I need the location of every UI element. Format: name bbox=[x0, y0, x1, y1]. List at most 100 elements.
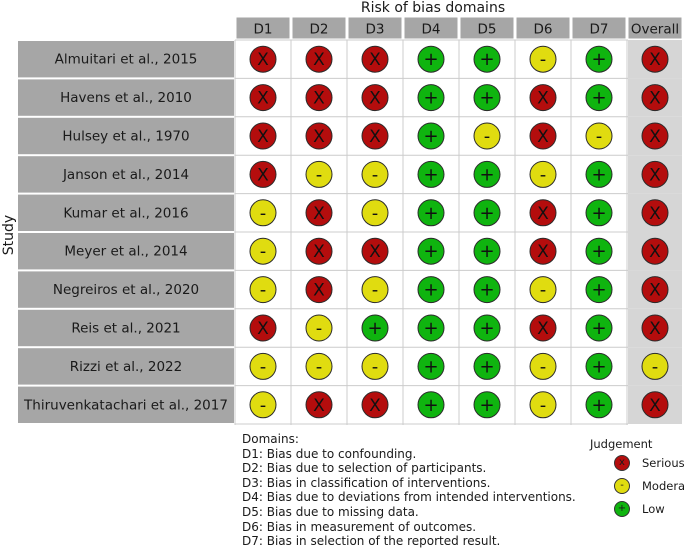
svg-text:+: + bbox=[423, 203, 438, 224]
svg-text:-: - bbox=[372, 280, 379, 301]
study-row: Thiruvenkatachari et al., 2017 - X X + + - + X bbox=[18, 385, 682, 424]
judgement-legend-serious-label: Serious bbox=[642, 456, 685, 470]
svg-text:+: + bbox=[479, 356, 494, 377]
svg-text:+: + bbox=[479, 395, 494, 416]
rating-cell-d6: - bbox=[529, 276, 557, 304]
svg-text:-: - bbox=[260, 203, 267, 224]
rating-cell-d3: X bbox=[361, 237, 389, 265]
domain-header-d6: D6 bbox=[515, 16, 571, 40]
rating-cell-d5: + bbox=[473, 84, 501, 112]
serious-x-icon: x bbox=[614, 455, 630, 471]
domains-legend-item-d6: D6: Bias in measurement of outcomes. bbox=[242, 519, 477, 534]
domain-header-d7: D7 bbox=[571, 16, 627, 40]
svg-text:+: + bbox=[423, 49, 438, 70]
svg-text:X: X bbox=[257, 165, 269, 185]
rating-cell-d5: + bbox=[473, 45, 501, 73]
svg-text:-: - bbox=[540, 49, 547, 70]
rating-cell-d4: + bbox=[417, 160, 445, 188]
svg-text:+: + bbox=[479, 280, 494, 301]
rating-cell-d4: + bbox=[417, 84, 445, 112]
svg-text:D3: D3 bbox=[366, 22, 385, 38]
svg-text:+: + bbox=[591, 318, 606, 339]
svg-text:+: + bbox=[591, 280, 606, 301]
rating-cell-d1: - bbox=[249, 391, 277, 419]
rating-cell-overall: X bbox=[641, 160, 669, 188]
rating-cell-d1: - bbox=[249, 199, 277, 227]
rating-cell-overall: X bbox=[641, 237, 669, 265]
rating-cell-d4: + bbox=[417, 314, 445, 342]
rating-cell-d6: - bbox=[529, 160, 557, 188]
svg-text:X: X bbox=[649, 242, 661, 262]
rating-cell-d7: + bbox=[585, 160, 613, 188]
svg-text:X: X bbox=[313, 281, 325, 301]
svg-text:X: X bbox=[537, 89, 549, 109]
svg-text:+: + bbox=[591, 395, 606, 416]
svg-text:X: X bbox=[369, 50, 381, 70]
svg-text:X: X bbox=[537, 127, 549, 147]
study-row: Almuitari et al., 2015 X X X + + - + X bbox=[18, 40, 682, 79]
svg-text:D5: D5 bbox=[478, 22, 497, 38]
svg-text:+: + bbox=[423, 395, 438, 416]
svg-text:X: X bbox=[369, 396, 381, 416]
svg-text:-: - bbox=[372, 203, 379, 224]
rating-cell-d2: X bbox=[305, 391, 333, 419]
svg-text:X: X bbox=[537, 242, 549, 262]
svg-text:D6: D6 bbox=[534, 22, 553, 38]
study-label: Negreiros et al., 2020 bbox=[53, 282, 199, 298]
svg-text:X: X bbox=[313, 396, 325, 416]
svg-text:-: - bbox=[484, 126, 491, 147]
rating-cell-d3: X bbox=[361, 84, 389, 112]
rating-cell-d4: + bbox=[417, 45, 445, 73]
rating-cell-d4: + bbox=[417, 276, 445, 304]
domain-header-d3: D3 bbox=[347, 16, 403, 40]
domains-legend-item-d1: D1: Bias due to confounding. bbox=[242, 446, 417, 461]
study-row: Hulsey et al., 1970 X X X + - X - X bbox=[18, 116, 682, 156]
rating-cell-d5: + bbox=[473, 237, 501, 265]
judgement-legend-title: Judgement bbox=[590, 437, 653, 451]
svg-text:X: X bbox=[369, 89, 381, 109]
rating-cell-d1: - bbox=[249, 352, 277, 380]
study-row: Rizzi et al., 2022 - - - + + - + - bbox=[18, 347, 682, 386]
study-label: Rizzi et al., 2022 bbox=[70, 359, 183, 375]
low-plus-icon: + bbox=[614, 501, 630, 517]
rating-cell-overall: X bbox=[641, 276, 669, 304]
rating-cell-d3: - bbox=[361, 160, 389, 188]
rating-cell-overall: X bbox=[641, 314, 669, 342]
rating-cell-d4: + bbox=[417, 391, 445, 419]
svg-text:+: + bbox=[423, 356, 438, 377]
rating-cell-d2: - bbox=[305, 314, 333, 342]
study-label: Kumar et al., 2016 bbox=[63, 205, 188, 221]
svg-text:-: - bbox=[540, 164, 547, 185]
rating-cell-d3: - bbox=[361, 199, 389, 227]
domain-header-d5: D5 bbox=[459, 16, 515, 40]
svg-text:+: + bbox=[591, 241, 606, 262]
svg-text:-: - bbox=[596, 126, 603, 147]
rating-cell-d7: + bbox=[585, 352, 613, 380]
rating-cell-d4: + bbox=[417, 352, 445, 380]
svg-text:+: + bbox=[423, 164, 438, 185]
svg-text:X: X bbox=[313, 242, 325, 262]
rating-cell-d3: - bbox=[361, 276, 389, 304]
study-row: Kumar et al., 2016 - X - + + X + X bbox=[18, 193, 682, 232]
rating-cell-d5: - bbox=[473, 122, 501, 150]
study-row: Havens et al., 2010 X X X + + X + X bbox=[18, 78, 682, 117]
rating-cell-d6: X bbox=[529, 84, 557, 112]
study-label: Hulsey et al., 1970 bbox=[62, 129, 189, 145]
study-label: Janson et al., 2014 bbox=[62, 167, 189, 183]
domain-header-d2: D2 bbox=[291, 16, 347, 40]
svg-text:X: X bbox=[649, 319, 661, 339]
svg-text:X: X bbox=[649, 396, 661, 416]
y-axis-label: Study bbox=[1, 215, 17, 255]
rating-cell-d2: X bbox=[305, 84, 333, 112]
rating-cell-d2: X bbox=[305, 199, 333, 227]
svg-text:X: X bbox=[257, 127, 269, 147]
svg-text:X: X bbox=[313, 204, 325, 224]
rating-cell-d2: X bbox=[305, 237, 333, 265]
svg-text:X: X bbox=[313, 50, 325, 70]
svg-text:X: X bbox=[313, 127, 325, 147]
domains-legend: Domains: D1: Bias due to confounding. D2… bbox=[242, 432, 576, 549]
domain-header-d4: D4 bbox=[403, 16, 459, 40]
rating-cell-d4: + bbox=[417, 237, 445, 265]
svg-text:X: X bbox=[257, 50, 269, 70]
svg-text:-: - bbox=[540, 280, 547, 301]
